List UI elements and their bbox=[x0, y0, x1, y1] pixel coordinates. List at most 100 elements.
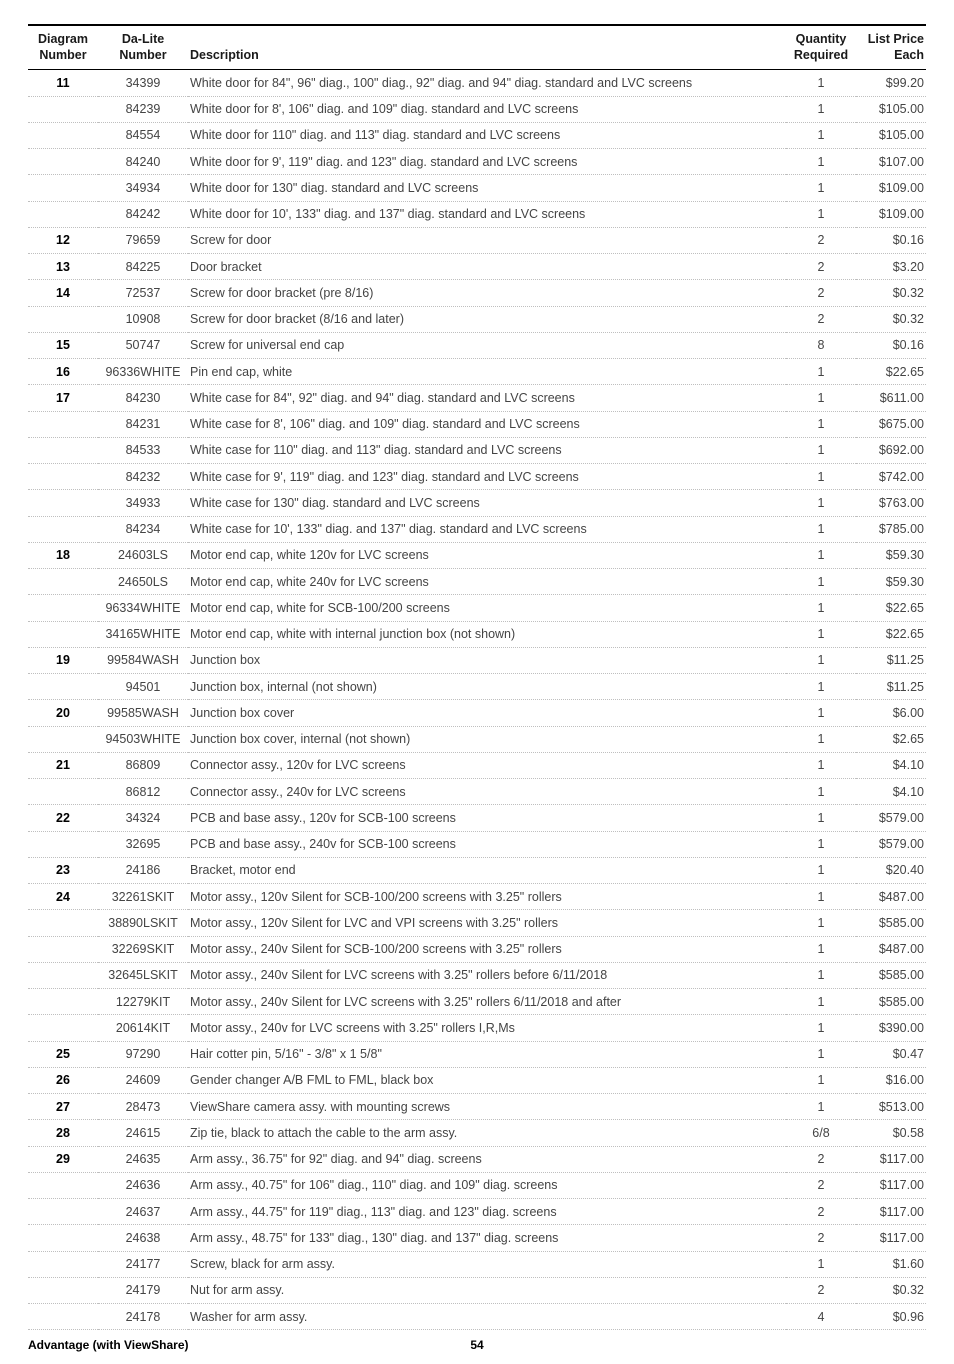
cell-description: Junction box, internal (not shown) bbox=[188, 674, 786, 700]
cell-diagram bbox=[28, 910, 98, 936]
table-row: 2597290Hair cotter pin, 5/16" - 3/8" x 1… bbox=[28, 1041, 926, 1067]
table-row: 84554White door for 110" diag. and 113" … bbox=[28, 122, 926, 148]
cell-dalite: 84242 bbox=[98, 201, 188, 227]
cell-dalite: 94503WHITE bbox=[98, 726, 188, 752]
cell-price: $0.16 bbox=[856, 332, 926, 358]
cell-price: $585.00 bbox=[856, 962, 926, 988]
cell-quantity: 1 bbox=[786, 595, 856, 621]
cell-quantity: 1 bbox=[786, 385, 856, 411]
table-row: 24177Screw, black for arm assy.1$1.60 bbox=[28, 1251, 926, 1277]
table-row: 1784230White case for 84", 92" diag. and… bbox=[28, 385, 926, 411]
cell-description: Motor assy., 120v Silent for LVC and VPI… bbox=[188, 910, 786, 936]
cell-diagram: 29 bbox=[28, 1146, 98, 1172]
cell-description: Nut for arm assy. bbox=[188, 1277, 786, 1303]
cell-description: White door for 8', 106" diag. and 109" d… bbox=[188, 96, 786, 122]
cell-price: $390.00 bbox=[856, 1015, 926, 1041]
cell-quantity: 1 bbox=[786, 621, 856, 647]
cell-quantity: 1 bbox=[786, 805, 856, 831]
cell-price: $0.32 bbox=[856, 280, 926, 306]
table-body: 1134399White door for 84", 96" diag., 10… bbox=[28, 70, 926, 1330]
cell-dalite: 99585WASH bbox=[98, 700, 188, 726]
cell-description: Arm assy., 44.75" for 119" diag., 113" d… bbox=[188, 1199, 786, 1225]
table-row: 34165WHITEMotor end cap, white with inte… bbox=[28, 621, 926, 647]
table-row: 2234324PCB and base assy., 120v for SCB-… bbox=[28, 805, 926, 831]
cell-quantity: 2 bbox=[786, 1199, 856, 1225]
cell-price: $742.00 bbox=[856, 464, 926, 490]
cell-price: $22.65 bbox=[856, 621, 926, 647]
cell-price: $579.00 bbox=[856, 831, 926, 857]
table-row: 84234White case for 10', 133" diag. and … bbox=[28, 516, 926, 542]
cell-price: $107.00 bbox=[856, 149, 926, 175]
table-row: 2624609Gender changer A/B FML to FML, bl… bbox=[28, 1067, 926, 1093]
cell-price: $117.00 bbox=[856, 1199, 926, 1225]
cell-quantity: 1 bbox=[786, 647, 856, 673]
cell-description: White door for 84", 96" diag., 100" diag… bbox=[188, 70, 786, 96]
cell-quantity: 2 bbox=[786, 1146, 856, 1172]
cell-diagram bbox=[28, 96, 98, 122]
table-row: 86812Connector assy., 240v for LVC scree… bbox=[28, 779, 926, 805]
cell-description: Motor end cap, white with internal junct… bbox=[188, 621, 786, 647]
cell-diagram bbox=[28, 149, 98, 175]
cell-dalite: 24178 bbox=[98, 1304, 188, 1330]
cell-quantity: 1 bbox=[786, 1094, 856, 1120]
cell-quantity: 1 bbox=[786, 542, 856, 568]
cell-quantity: 1 bbox=[786, 201, 856, 227]
cell-price: $22.65 bbox=[856, 359, 926, 385]
cell-dalite: 94501 bbox=[98, 674, 188, 700]
cell-quantity: 1 bbox=[786, 437, 856, 463]
cell-diagram bbox=[28, 516, 98, 542]
cell-description: White door for 10', 133" diag. and 137" … bbox=[188, 201, 786, 227]
table-row: 34933White case for 130" diag. standard … bbox=[28, 490, 926, 516]
cell-description: PCB and base assy., 240v for SCB-100 scr… bbox=[188, 831, 786, 857]
cell-quantity: 1 bbox=[786, 962, 856, 988]
cell-price: $0.32 bbox=[856, 306, 926, 332]
cell-price: $3.20 bbox=[856, 254, 926, 280]
header-description: Description bbox=[188, 25, 786, 70]
cell-description: Screw for door bracket (pre 8/16) bbox=[188, 280, 786, 306]
cell-diagram bbox=[28, 122, 98, 148]
cell-diagram bbox=[28, 831, 98, 857]
cell-diagram bbox=[28, 989, 98, 1015]
table-row: 2432261SKITMotor assy., 120v Silent for … bbox=[28, 884, 926, 910]
cell-diagram: 26 bbox=[28, 1067, 98, 1093]
parts-table: DiagramNumber Da-LiteNumber Description … bbox=[28, 24, 926, 1330]
cell-diagram: 22 bbox=[28, 805, 98, 831]
cell-description: Motor end cap, white 240v for LVC screen… bbox=[188, 569, 786, 595]
cell-price: $763.00 bbox=[856, 490, 926, 516]
cell-dalite: 24609 bbox=[98, 1067, 188, 1093]
cell-description: White case for 9', 119" diag. and 123" d… bbox=[188, 464, 786, 490]
cell-dalite: 24179 bbox=[98, 1277, 188, 1303]
header-price: List PriceEach bbox=[856, 25, 926, 70]
cell-price: $109.00 bbox=[856, 175, 926, 201]
cell-quantity: 2 bbox=[786, 254, 856, 280]
cell-diagram bbox=[28, 437, 98, 463]
cell-price: $16.00 bbox=[856, 1067, 926, 1093]
cell-description: White door for 130" diag. standard and L… bbox=[188, 175, 786, 201]
cell-dalite: 50747 bbox=[98, 332, 188, 358]
cell-quantity: 1 bbox=[786, 936, 856, 962]
cell-price: $105.00 bbox=[856, 122, 926, 148]
cell-description: Motor assy., 120v Silent for SCB-100/200… bbox=[188, 884, 786, 910]
cell-description: Motor end cap, white 120v for LVC screen… bbox=[188, 542, 786, 568]
cell-price: $487.00 bbox=[856, 884, 926, 910]
cell-price: $99.20 bbox=[856, 70, 926, 96]
cell-price: $0.47 bbox=[856, 1041, 926, 1067]
cell-price: $0.32 bbox=[856, 1277, 926, 1303]
cell-dalite: 28473 bbox=[98, 1094, 188, 1120]
cell-price: $117.00 bbox=[856, 1225, 926, 1251]
cell-quantity: 1 bbox=[786, 122, 856, 148]
cell-diagram bbox=[28, 411, 98, 437]
cell-dalite: 32695 bbox=[98, 831, 188, 857]
cell-diagram: 15 bbox=[28, 332, 98, 358]
cell-diagram: 19 bbox=[28, 647, 98, 673]
table-row: 38890LSKITMotor assy., 120v Silent for L… bbox=[28, 910, 926, 936]
cell-dalite: 24177 bbox=[98, 1251, 188, 1277]
cell-quantity: 2 bbox=[786, 306, 856, 332]
cell-price: $675.00 bbox=[856, 411, 926, 437]
cell-price: $6.00 bbox=[856, 700, 926, 726]
cell-diagram: 21 bbox=[28, 752, 98, 778]
cell-description: Motor assy., 240v Silent for LVC screens… bbox=[188, 989, 786, 1015]
table-row: 84533White case for 110" diag. and 113" … bbox=[28, 437, 926, 463]
cell-dalite: 96334WHITE bbox=[98, 595, 188, 621]
table-row: 1696336WHITEPin end cap, white1$22.65 bbox=[28, 359, 926, 385]
